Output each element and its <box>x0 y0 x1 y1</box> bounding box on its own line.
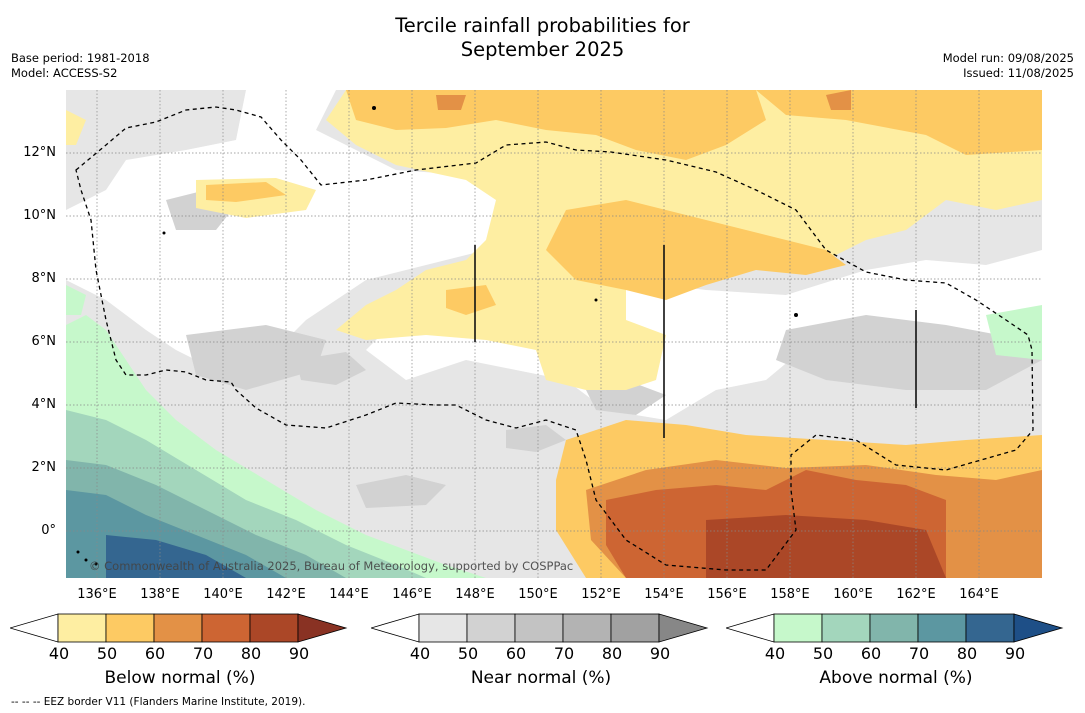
cb-tick: 50 <box>96 644 118 663</box>
lon-label: 160°E <box>833 587 873 602</box>
colorbar-near-label: Near normal (%) <box>470 668 612 688</box>
cb-tick: 90 <box>649 644 671 663</box>
white-region <box>366 250 1042 420</box>
lon-label: 150°E <box>518 587 558 602</box>
lat-label-4n: 4°N <box>31 397 57 412</box>
lat-label-8n: 8°N <box>31 271 57 286</box>
map-title: Tercile rainfall probabilities for Septe… <box>0 14 1085 62</box>
near-normal-60 <box>296 352 366 385</box>
below-normal-50 <box>66 110 86 145</box>
cb-tick: 80 <box>601 644 623 663</box>
below-normal-60 <box>546 200 846 300</box>
near-normal-60 <box>356 475 446 508</box>
lat-label-0: 0° <box>41 523 56 538</box>
lon-label: 148°E <box>455 587 495 602</box>
grid-lines <box>66 90 1042 578</box>
lon-label: 136°E <box>77 587 117 602</box>
colorbar-segment <box>562 613 612 643</box>
colorbar-segment <box>201 613 251 643</box>
island-dots <box>76 106 798 566</box>
lon-label: 158°E <box>770 587 810 602</box>
lon-label: 138°E <box>140 587 180 602</box>
lat-label-6n: 6°N <box>31 334 57 349</box>
colorbar-segment <box>773 613 823 643</box>
cb-tick: 60 <box>505 644 527 663</box>
map-area[interactable] <box>66 90 1042 578</box>
below-normal-60 <box>446 285 496 315</box>
lon-label: 162°E <box>896 587 936 602</box>
cb-tick: 70 <box>908 644 930 663</box>
lat-label-2n: 2°N <box>31 460 57 475</box>
model-name: Model: ACCESS-S2 <box>11 65 118 80</box>
near-normal-60 <box>506 425 566 452</box>
cb-tick: 90 <box>1004 644 1026 663</box>
colorbar-segment <box>105 613 155 643</box>
below-normal-60 <box>756 90 1042 155</box>
colorbar-segment <box>418 613 468 643</box>
colorbar-segment <box>658 613 709 643</box>
cb-tick: 70 <box>192 644 214 663</box>
issued-date: Issued: 11/08/2025 <box>963 65 1074 80</box>
cb-tick: 60 <box>144 644 166 663</box>
cb-tick: 80 <box>956 644 978 663</box>
colorbar-above-label: Above normal (%) <box>819 668 973 688</box>
lat-label-10n: 10°N <box>23 208 56 223</box>
colorbar-segment <box>297 613 348 643</box>
colorbar-above-normal <box>726 613 1064 643</box>
near-normal-60 <box>186 325 326 390</box>
cb-tick: 50 <box>457 644 479 663</box>
title-line-2: September 2025 <box>460 38 625 61</box>
meta-left: Base period: 1981-2018 Model: ACCESS-S2 <box>11 51 150 80</box>
model-run: Model run: 09/08/2025 <box>942 51 1074 65</box>
lon-label: 142°E <box>266 587 306 602</box>
colorbar-segment <box>821 613 871 643</box>
eez-border <box>75 106 1034 571</box>
colorbar-segment <box>869 613 919 643</box>
colorbar-segment <box>249 613 299 643</box>
near-normal-60 <box>776 315 1042 390</box>
cb-tick: 40 <box>764 644 786 663</box>
colorbar-below-label: Below normal (%) <box>104 668 256 688</box>
above-normal-50 <box>66 285 86 315</box>
cb-tick: 60 <box>860 644 882 663</box>
lon-label: 154°E <box>644 587 684 602</box>
below-normal-70 <box>436 95 466 110</box>
colorbar-segment <box>57 613 107 643</box>
cb-tick: 70 <box>553 644 575 663</box>
lon-label: 156°E <box>707 587 747 602</box>
colorbar-segment <box>371 613 420 643</box>
below-normal-70 <box>826 90 851 110</box>
title-line-1: Tercile rainfall probabilities for <box>395 14 690 37</box>
base-period: Base period: 1981-2018 <box>11 51 150 65</box>
island-markers <box>474 245 917 438</box>
cb-tick: 90 <box>288 644 310 663</box>
colorbar-segment <box>514 613 564 643</box>
colorbar-near-normal <box>371 613 709 643</box>
colorbar-segment <box>610 613 660 643</box>
cb-tick: 80 <box>240 644 262 663</box>
colorbar-segment <box>726 613 775 643</box>
colorbar-segment <box>10 613 59 643</box>
cb-tick: 40 <box>48 644 70 663</box>
lon-label: 146°E <box>392 587 432 602</box>
above-normal-50 <box>986 305 1042 360</box>
lon-label: 152°E <box>581 587 621 602</box>
lon-label: 140°E <box>203 587 243 602</box>
lat-label-12n: 12°N <box>23 145 56 160</box>
cb-tick: 40 <box>409 644 431 663</box>
colorbar-segment <box>1013 613 1064 643</box>
meta-right: Model run: 09/08/2025 Issued: 11/08/2025 <box>943 51 1074 80</box>
colorbar-segment <box>153 613 203 643</box>
colorbar-segment <box>466 613 516 643</box>
above-normal-90 <box>106 535 246 578</box>
colorbar-below-normal <box>10 613 348 643</box>
eez-footnote: -- -- -- EEZ border V11 (Flanders Marine… <box>11 696 306 708</box>
cb-tick: 50 <box>812 644 834 663</box>
colorbar-segment <box>917 613 967 643</box>
colorbar-segment <box>965 613 1015 643</box>
below-normal-60 <box>206 182 286 202</box>
copyright-text: © Commonwealth of Australia 2025, Bureau… <box>89 559 574 573</box>
lon-label: 164°E <box>959 587 999 602</box>
lon-label: 144°E <box>329 587 369 602</box>
